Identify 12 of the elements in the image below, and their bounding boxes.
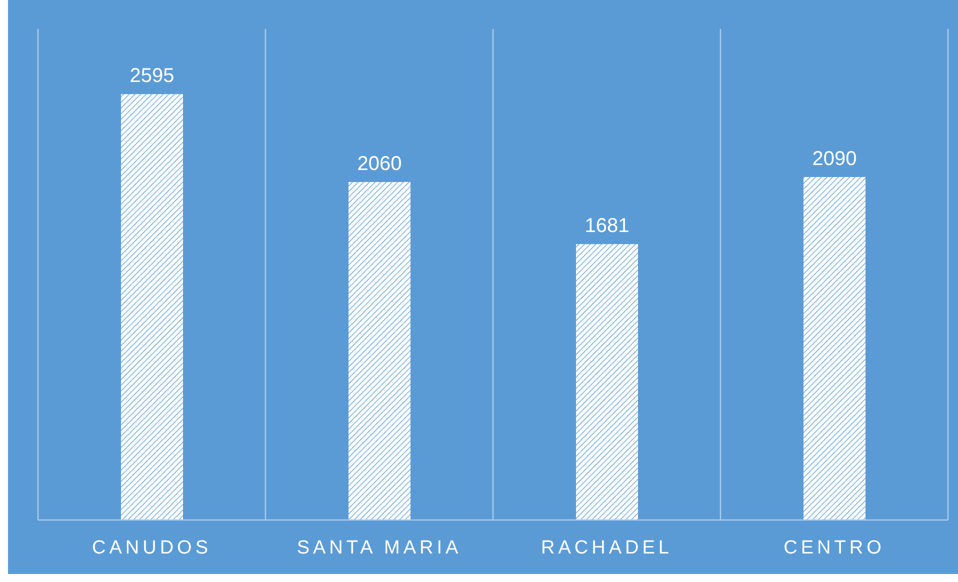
bar [348,182,410,520]
x-tick-label: CANUDOS [92,537,212,558]
x-tick-label: RACHADEL [541,537,672,558]
bar [121,94,183,520]
data-label: 1681 [584,215,630,238]
data-label: 2060 [357,152,402,175]
x-tick-label: SANTA MARIA [296,537,462,558]
bar [804,177,866,520]
data-label: 2595 [130,65,174,88]
x-tick-label: CENTRO [784,537,885,558]
data-label: 2090 [812,148,857,170]
bar [576,244,638,520]
